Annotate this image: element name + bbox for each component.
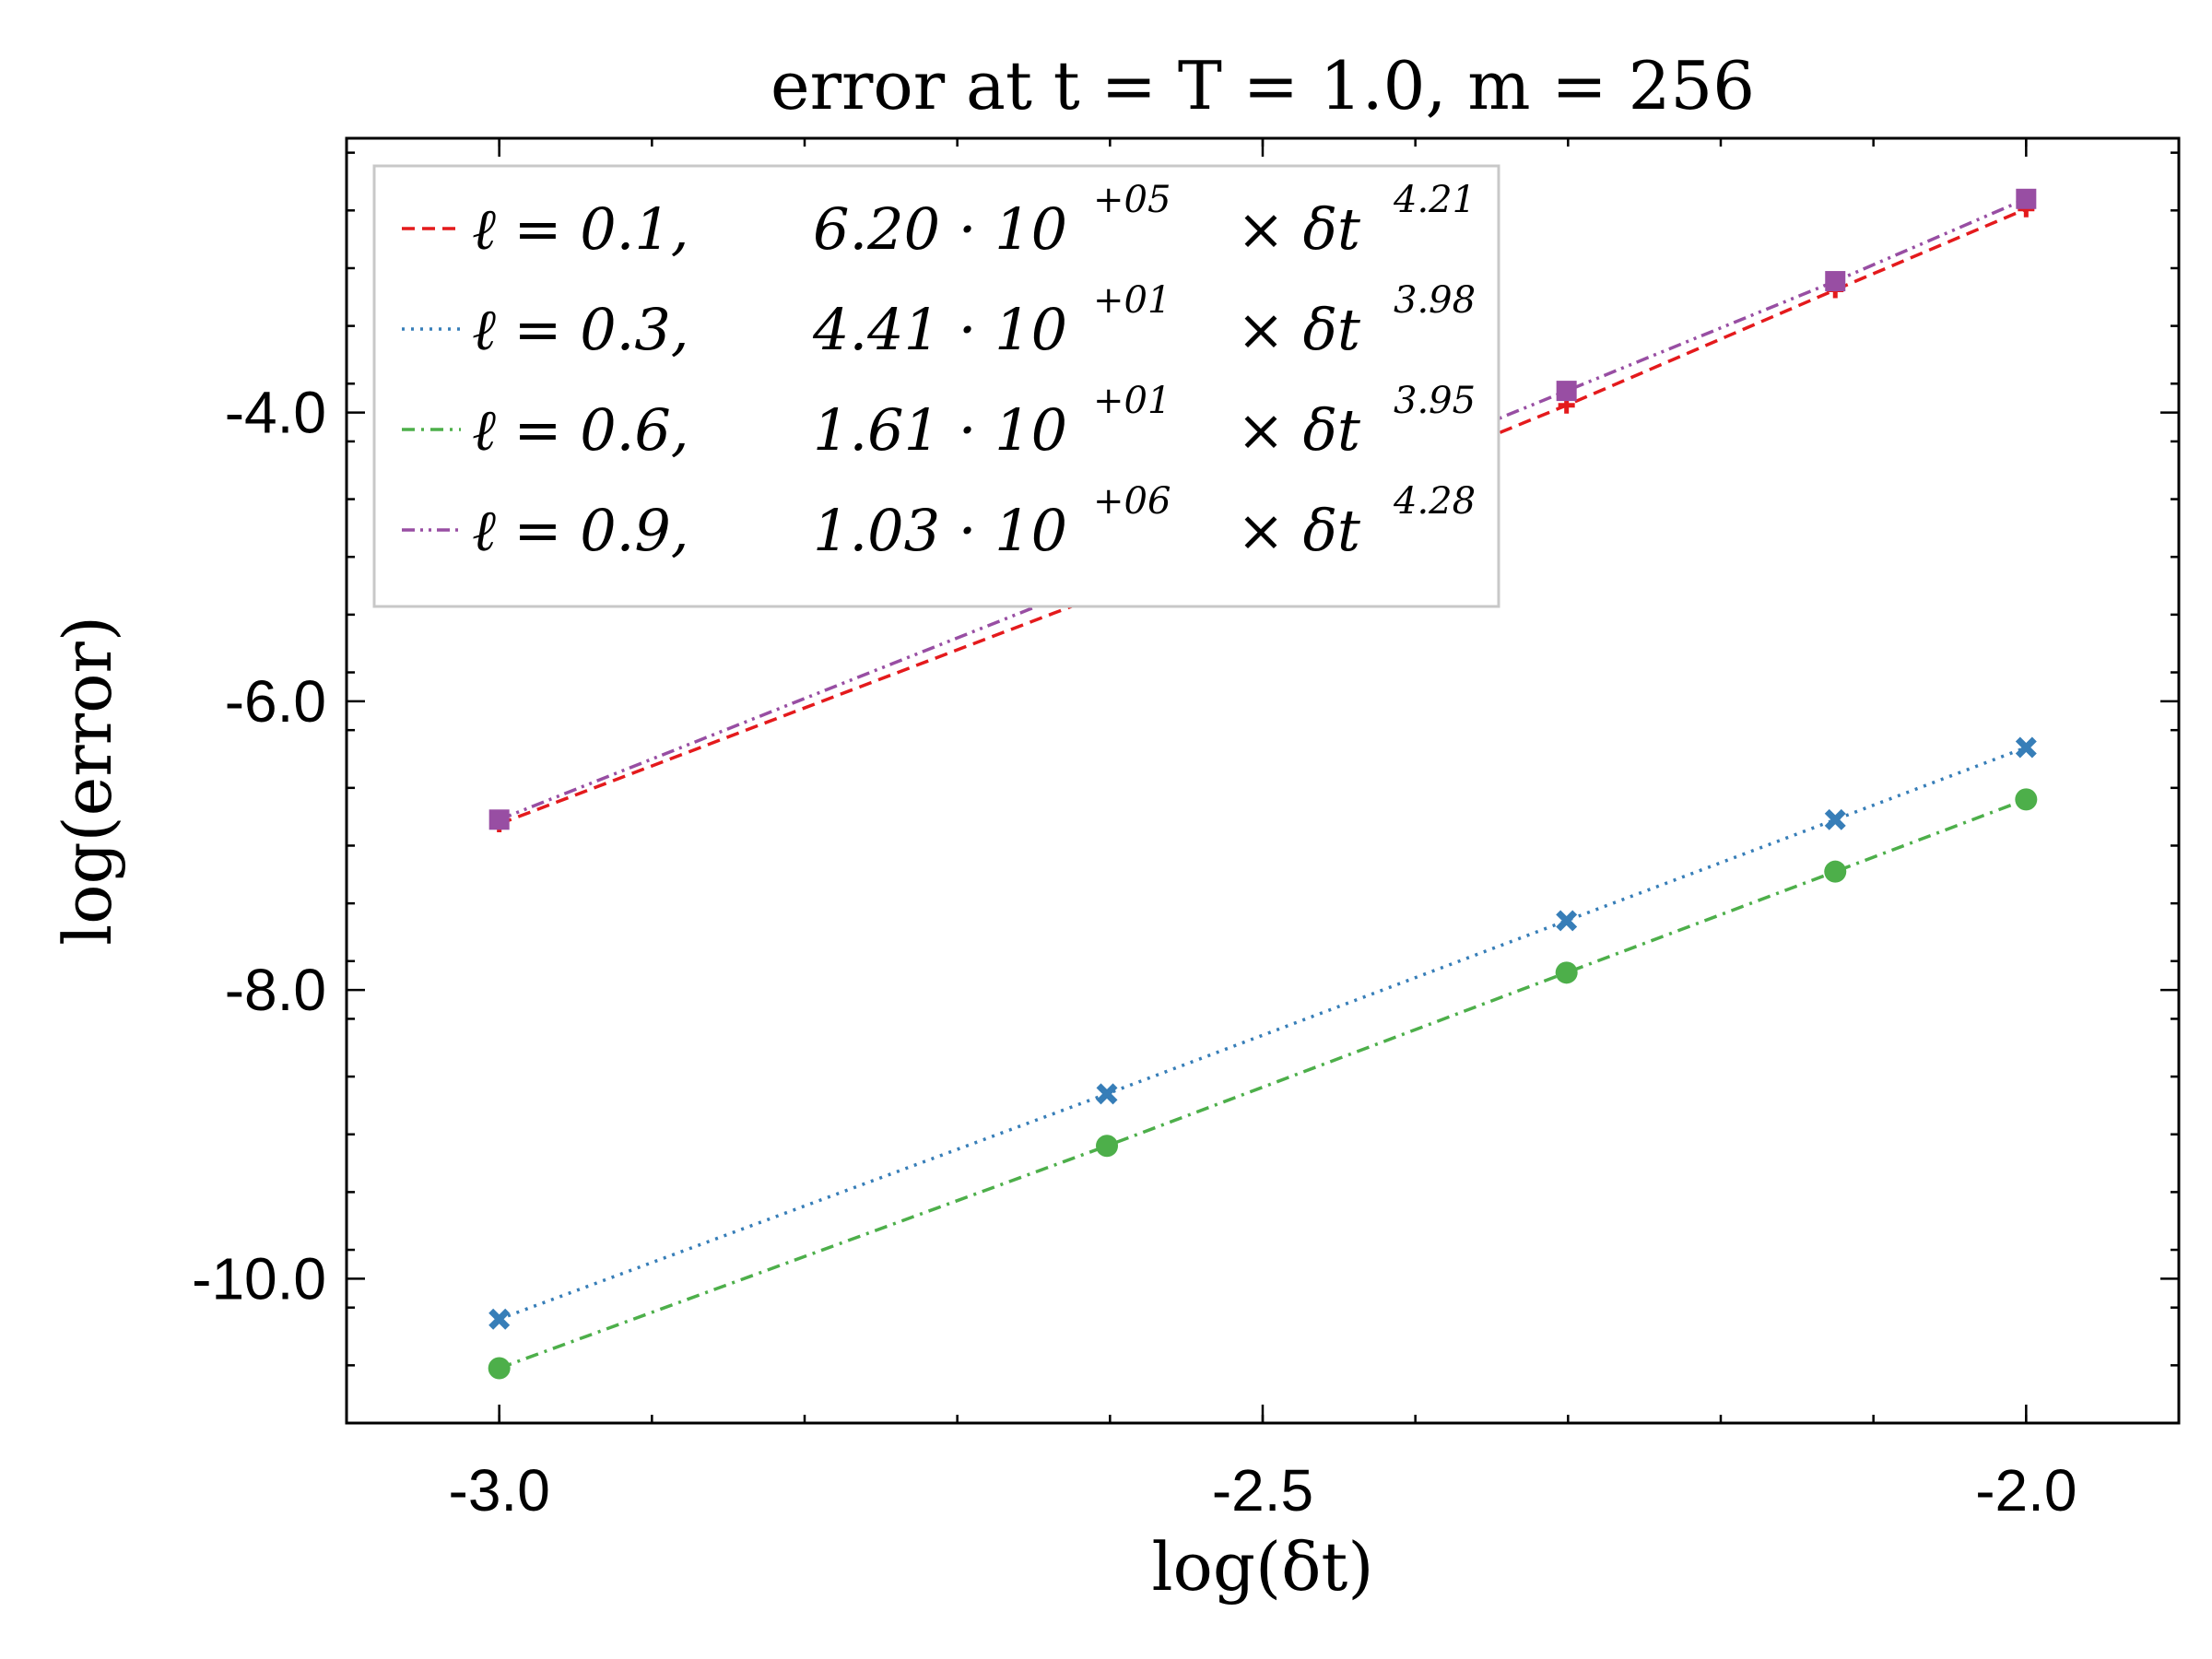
legend-label: ℓ = 0.3,: [472, 296, 689, 363]
legend-exponent: +01: [1093, 380, 1171, 422]
legend-entry: ℓ = 0.1, 6.20 · 10 +05 × δt 4.21: [402, 179, 1476, 263]
legend-rate: 3.95: [1394, 380, 1476, 422]
y-axis-label: log(error): [49, 616, 126, 946]
legend-fit: 4.41 · 10: [812, 296, 1067, 363]
legend-label: ℓ = 0.6,: [472, 396, 689, 464]
legend-label: ℓ = 0.9,: [472, 497, 689, 564]
tick-layer: -3.0 -2.5 -2.0 -10.0 -8.0 -6.0 -4.0: [192, 138, 2181, 1524]
legend-rate: 4.21: [1393, 179, 1476, 221]
y-tick-label: -8.0: [225, 957, 326, 1023]
x-axis-label: log(δt): [1152, 1528, 1374, 1606]
x-tick-label: -2.0: [1975, 1457, 2077, 1524]
legend: ℓ = 0.1, 6.20 · 10 +05 × δt 4.21 ℓ = 0.3, 4.41…: [372, 164, 1500, 608]
data-point: [1556, 381, 1577, 402]
data-point: [488, 1357, 511, 1380]
data-point: [2015, 788, 2038, 811]
chart-title: error at t = T = 1.0, m = 256: [771, 47, 1755, 124]
legend-box: [372, 164, 1500, 608]
series-line: [499, 797, 2027, 1371]
legend-exponent: +05: [1093, 179, 1171, 221]
y-tick-label: -6.0: [225, 668, 326, 735]
legend-rate: 3.98: [1394, 279, 1476, 322]
legend-fit: 1.03 · 10: [813, 497, 1067, 564]
y-tick-label: -4.0: [225, 380, 326, 446]
legend-rate: 4.28: [1393, 480, 1476, 523]
legend-entry: ℓ = 0.6, 1.61 · 10 +01 × δt 3.95: [402, 380, 1476, 464]
legend-exponent: +06: [1093, 480, 1171, 523]
legend-fit: 1.61 · 10: [813, 396, 1067, 464]
data-point: [1556, 910, 1578, 932]
data-point: [1824, 808, 1846, 830]
legend-entry: ℓ = 0.3, 4.41 · 10 +01 × δt 3.98: [402, 279, 1476, 363]
x-tick-label: -3.0: [449, 1457, 550, 1524]
data-point: [1824, 860, 1847, 883]
data-point: [2016, 188, 2037, 209]
legend-dt: × δt: [1237, 396, 1360, 464]
y-tick-label: -10.0: [192, 1245, 326, 1312]
x-tick-label: -2.5: [1212, 1457, 1313, 1524]
series-layer: [488, 188, 2038, 1380]
data-point: [1825, 271, 1846, 292]
data-point: [1555, 961, 1578, 984]
legend-dt: × δt: [1237, 296, 1360, 363]
data-point: [488, 809, 510, 830]
data-point: [488, 1308, 511, 1330]
series-2: [488, 736, 2037, 1330]
legend-entry: ℓ = 0.9, 1.03 · 10 +06 × δt 4.28: [402, 480, 1476, 564]
legend-fit: 6.20 · 10: [813, 195, 1067, 263]
legend-label: ℓ = 0.1,: [472, 195, 689, 263]
data-point: [1096, 1135, 1119, 1158]
legend-exponent: +01: [1093, 279, 1171, 322]
data-point: [2015, 736, 2037, 759]
series-3: [488, 788, 2038, 1380]
legend-dt: × δt: [1237, 497, 1360, 564]
legend-dt: × δt: [1237, 195, 1360, 263]
data-point: [1096, 1083, 1118, 1105]
series-line: [499, 746, 2027, 1321]
